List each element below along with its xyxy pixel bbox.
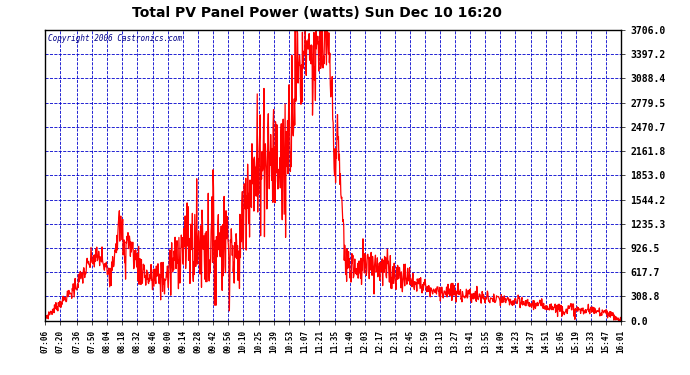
Text: Copyright 2006 Castronics.com: Copyright 2006 Castronics.com bbox=[48, 34, 182, 44]
Text: Total PV Panel Power (watts) Sun Dec 10 16:20: Total PV Panel Power (watts) Sun Dec 10 … bbox=[132, 6, 502, 20]
